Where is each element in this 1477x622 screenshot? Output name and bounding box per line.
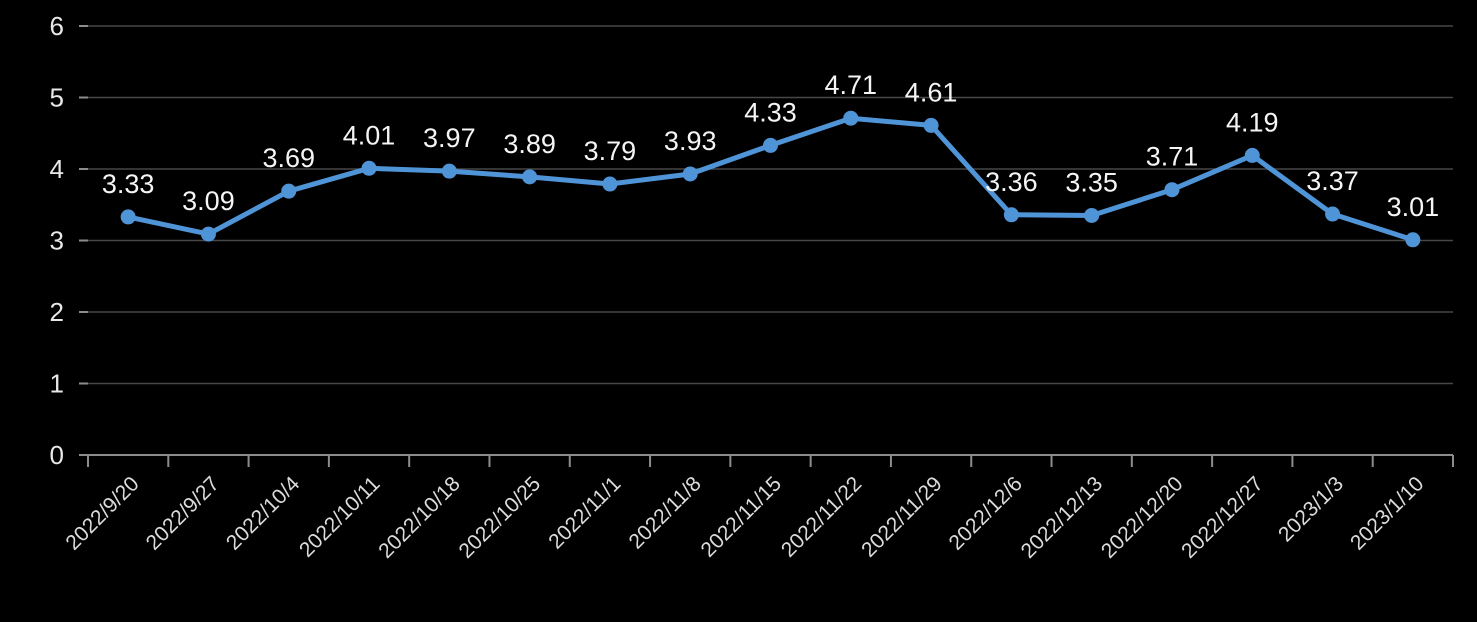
- x-axis-label: 2022/10/25: [455, 472, 546, 563]
- x-axis-label: 2022/11/29: [857, 472, 946, 561]
- data-point-marker[interactable]: [1084, 207, 1100, 223]
- y-axis-label: 3: [50, 226, 64, 256]
- x-axis-label: 2023/1/3: [1274, 472, 1348, 546]
- data-label: 3.71: [1146, 142, 1199, 172]
- data-point-marker[interactable]: [1244, 147, 1260, 163]
- x-axis-label: 2022/12/27: [1177, 472, 1268, 563]
- y-axis-label: 4: [50, 154, 64, 184]
- data-point-marker[interactable]: [522, 169, 538, 185]
- data-label: 4.19: [1226, 107, 1279, 137]
- x-axis-label: 2022/10/11: [295, 472, 384, 561]
- data-point-marker[interactable]: [1003, 207, 1019, 223]
- data-point-marker[interactable]: [763, 137, 778, 153]
- y-axis-label: 2: [50, 297, 64, 327]
- x-axis-label: 2022/10/4: [222, 472, 305, 555]
- data-point-marker[interactable]: [361, 160, 377, 176]
- data-label: 3.01: [1387, 192, 1440, 222]
- x-axis-label: 2022/12/20: [1097, 472, 1188, 563]
- x-axis-label: 2022/11/8: [625, 472, 706, 553]
- data-label: 3.09: [182, 186, 235, 216]
- series-line[interactable]: [125, 115, 1416, 243]
- data-label: 3.36: [985, 167, 1038, 197]
- data-label: 3.35: [1065, 167, 1118, 197]
- x-axis-label: 2022/11/22: [777, 472, 866, 561]
- data-label: 3.69: [262, 143, 315, 173]
- data-point-marker[interactable]: [843, 110, 859, 126]
- data-point-marker[interactable]: [441, 163, 457, 179]
- data-label: 4.71: [825, 70, 878, 100]
- data-label: 4.61: [905, 77, 958, 107]
- data-label: 3.97: [423, 123, 476, 153]
- data-point-marker[interactable]: [1325, 206, 1341, 222]
- data-label: 4.33: [744, 97, 797, 127]
- data-label: 3.37: [1306, 166, 1359, 196]
- data-point-marker[interactable]: [602, 176, 618, 192]
- y-axis-label: 6: [50, 11, 64, 41]
- x-axis-label: 2022/10/18: [374, 472, 465, 563]
- x-axis-label: 2022/11/1: [544, 472, 625, 553]
- data-point-marker[interactable]: [682, 166, 698, 182]
- data-label: 4.01: [343, 120, 396, 150]
- y-axis-label: 1: [50, 369, 64, 399]
- data-point-marker[interactable]: [120, 209, 136, 225]
- x-axis-label: 2023/1/10: [1346, 472, 1428, 554]
- x-axis-label: 2022/11/15: [697, 472, 786, 561]
- data-label: 3.89: [503, 129, 556, 159]
- data-point-marker[interactable]: [1405, 232, 1421, 248]
- y-axis-label: 0: [50, 440, 64, 470]
- x-axis-label: 2022/9/27: [142, 472, 224, 554]
- data-point-marker[interactable]: [200, 226, 216, 242]
- x-axis-label: 2022/12/13: [1017, 472, 1108, 563]
- data-point-marker[interactable]: [923, 117, 939, 133]
- data-point-marker[interactable]: [281, 183, 297, 199]
- data-label: 3.79: [584, 136, 637, 166]
- data-label: 3.33: [102, 169, 155, 199]
- x-axis-label: 2022/12/6: [945, 472, 1027, 554]
- data-point-marker[interactable]: [1164, 182, 1180, 198]
- x-axis-label: 2022/9/20: [61, 472, 143, 554]
- data-label: 3.93: [664, 126, 717, 156]
- y-axis-label: 5: [50, 83, 64, 113]
